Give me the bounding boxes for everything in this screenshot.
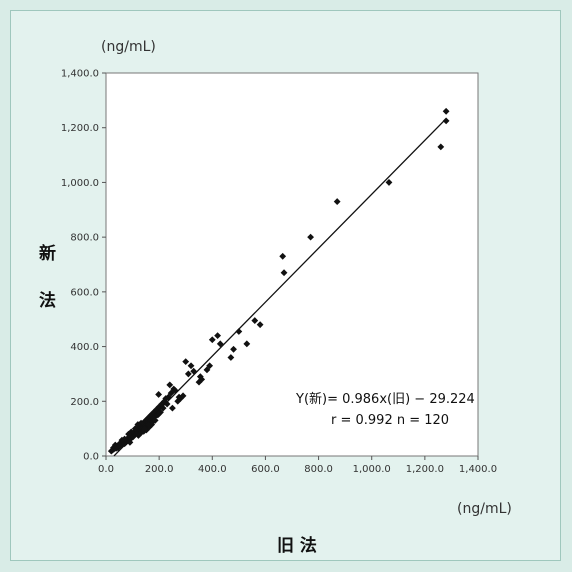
data-point: [227, 354, 235, 361]
data-point: [121, 435, 128, 443]
data-point: [256, 321, 264, 329]
data-point: [442, 107, 450, 115]
data-point: [187, 362, 195, 370]
data-point: [161, 397, 168, 405]
data-point: [307, 233, 314, 241]
data-point: [169, 404, 176, 412]
chart-panel: (ng/mL) (ng/mL) 新 法 旧 法 Y(新)= 0.986x(旧) …: [10, 10, 561, 561]
data-point: [155, 410, 163, 417]
data-point: [230, 345, 237, 353]
x-tick-label: 1,200.0: [406, 464, 444, 475]
data-point: [184, 370, 192, 378]
data-point: [155, 403, 163, 411]
data-point: [196, 373, 204, 381]
y-tick-label: 0.0: [83, 452, 99, 463]
data-point: [155, 391, 163, 398]
data-point: [333, 198, 341, 205]
data-point: [179, 392, 187, 400]
data-point: [235, 328, 243, 335]
y-tick-label: 1,400.0: [61, 69, 99, 80]
data-point: [151, 417, 159, 424]
data-point: [280, 269, 288, 277]
y-tick-label: 600.0: [70, 287, 99, 298]
data-point: [385, 179, 393, 186]
data-point: [216, 340, 224, 348]
regression-equation: Y(新)= 0.986x(旧) − 29.224: [295, 391, 475, 407]
data-point: [126, 438, 134, 446]
x-tick-label: 200.0: [145, 464, 174, 475]
y-tick-label: 200.0: [70, 397, 99, 408]
y-unit-label: (ng/mL): [101, 39, 156, 55]
scatter-chart: (ng/mL) (ng/mL) 新 法 旧 法 Y(新)= 0.986x(旧) …: [39, 39, 512, 556]
data-point: [442, 117, 450, 125]
data-point: [243, 340, 251, 348]
data-point: [251, 317, 259, 324]
data-point: [171, 386, 179, 394]
data-point: [206, 362, 214, 370]
x-unit-label: (ng/mL): [457, 501, 512, 517]
x-tick-label: 1,400.0: [459, 464, 497, 475]
data-point: [125, 430, 132, 438]
correlation-stats: r = 0.992 n = 120: [331, 413, 449, 428]
regression-line: [113, 118, 447, 457]
data-point: [208, 336, 216, 344]
data-point: [159, 404, 167, 412]
data-point: [133, 428, 141, 436]
data-point: [118, 436, 126, 444]
data-point: [131, 425, 139, 433]
x-tick-label: 1,000.0: [353, 464, 391, 475]
data-point: [174, 397, 182, 405]
data-point: [153, 406, 160, 413]
data-point: [214, 332, 221, 340]
data-point: [163, 400, 171, 408]
x-tick-label: 400.0: [198, 464, 227, 475]
y-axis-label-char-1: 新: [39, 243, 56, 264]
y-axis-label-char-2: 法: [39, 290, 56, 311]
y-tick-label: 1,000.0: [61, 178, 99, 189]
data-point: [166, 381, 174, 389]
x-tick-label: 0.0: [98, 464, 114, 475]
data-point: [150, 408, 158, 416]
y-tick-label: 1,200.0: [61, 123, 99, 134]
x-tick-label: 600.0: [251, 464, 280, 475]
data-point: [279, 252, 287, 260]
data-point: [437, 143, 445, 151]
plot-area: [105, 72, 479, 457]
y-tick-label: 400.0: [70, 342, 99, 353]
data-point: [127, 428, 135, 436]
data-point: [141, 425, 148, 433]
data-point: [190, 367, 198, 375]
data-point: [182, 358, 190, 366]
x-tick-label: 800.0: [304, 464, 333, 475]
data-point: [158, 400, 166, 408]
y-tick-label: 800.0: [70, 233, 99, 244]
x-axis-label: 旧 法: [277, 535, 317, 556]
data-point: [198, 376, 206, 383]
